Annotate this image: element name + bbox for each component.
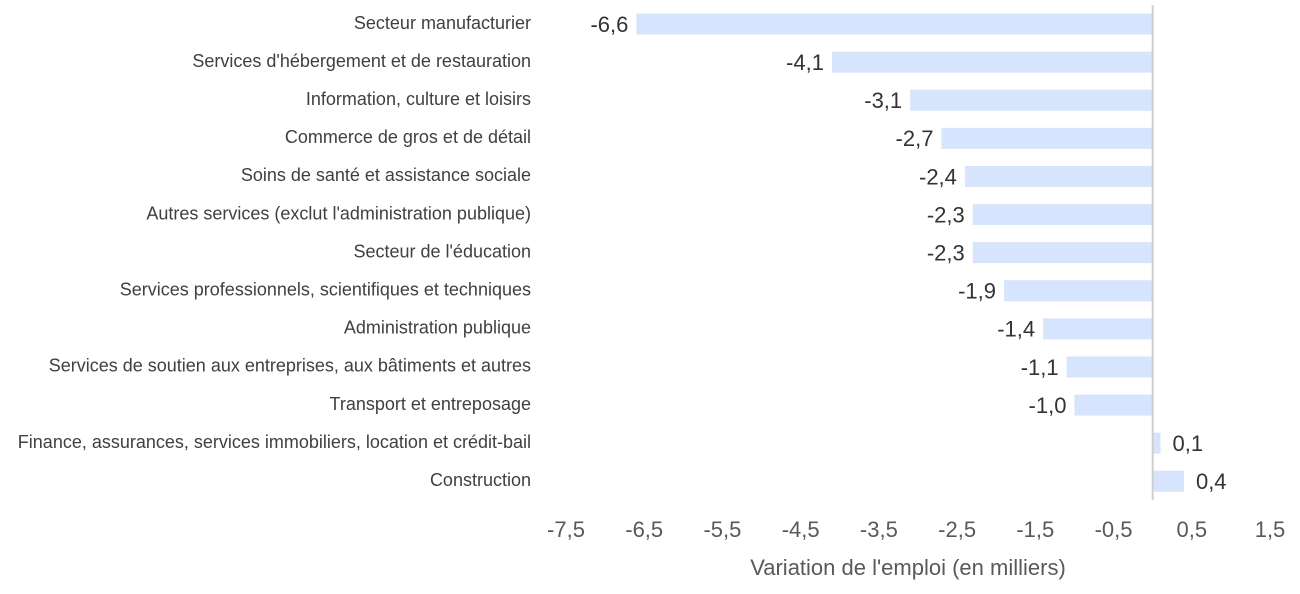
x-tick-label: -3,5: [860, 517, 898, 542]
category-label: Autres services (exclut l'administration…: [146, 203, 531, 223]
category-label: Transport et entreposage: [330, 394, 531, 414]
x-tick-label: -7,5: [547, 517, 585, 542]
data-label: -3,1: [864, 88, 902, 113]
bar: [941, 127, 1153, 149]
data-label: -2,3: [927, 240, 965, 265]
category-label: Commerce de gros et de détail: [285, 127, 531, 147]
bar: [636, 13, 1153, 35]
category-labels: Secteur manufacturier Services d'hébergem…: [18, 13, 531, 490]
bar: [1152, 432, 1161, 454]
data-label: -1,9: [958, 279, 996, 304]
category-label: Secteur manufacturier: [354, 13, 531, 33]
data-label: -6,6: [590, 12, 628, 37]
category-label: Services de soutien aux entreprises, aux…: [49, 356, 531, 376]
bar: [1074, 394, 1153, 416]
x-axis-title: Variation de l'emploi (en milliers): [750, 555, 1066, 580]
x-axis-ticks: -7,5 -6,5 -5,5 -4,5 -3,5 -2,5 -1,5 -0,5 0,5 1,5: [547, 517, 1285, 542]
data-label: -2,3: [927, 202, 965, 227]
value-labels: -6,6 -4,1 -3,1 -2,7 -2,4 -2,3 -2,3 -1,9-1,4 -1,1…: [590, 12, 1226, 494]
data-label: -1,0: [1029, 393, 1067, 418]
category-label: Information, culture et loisirs: [306, 89, 531, 109]
bar: [831, 51, 1153, 73]
bar: [1066, 356, 1153, 378]
data-label: -1,4: [997, 317, 1035, 342]
data-label: -2,7: [896, 126, 934, 151]
category-label: Finance, assurances, services immobilier…: [18, 432, 531, 452]
x-tick-label: -6,5: [625, 517, 663, 542]
category-label: Administration publique: [344, 318, 531, 338]
bar: [1004, 280, 1153, 302]
bar: [964, 165, 1153, 187]
x-tick-label: -0,5: [1095, 517, 1133, 542]
category-label: Soins de santé et assistance sociale: [241, 165, 531, 185]
bars-layer: [636, 13, 1184, 492]
data-label: -2,4: [919, 164, 957, 189]
data-label: -1,1: [1021, 355, 1059, 380]
category-label: Services professionnels, scientifiques e…: [120, 280, 531, 300]
bar: [972, 204, 1153, 226]
category-label: Construction: [430, 470, 531, 490]
bar: [910, 89, 1153, 111]
x-tick-label: -5,5: [703, 517, 741, 542]
x-tick-label: -4,5: [782, 517, 820, 542]
x-tick-label: -1,5: [1016, 517, 1054, 542]
data-label: 0,4: [1196, 469, 1227, 494]
x-tick-label: 1,5: [1255, 517, 1286, 542]
bar: [972, 242, 1153, 264]
x-tick-label: 0,5: [1176, 517, 1207, 542]
category-label: Services d'hébergement et de restauratio…: [192, 51, 531, 71]
category-label: Secteur de l'éducation: [353, 241, 531, 261]
data-label: 0,1: [1172, 431, 1203, 456]
data-label: -4,1: [786, 50, 824, 75]
bar: [1043, 318, 1153, 340]
bar: [1152, 470, 1184, 492]
x-tick-label: -2,5: [938, 517, 976, 542]
